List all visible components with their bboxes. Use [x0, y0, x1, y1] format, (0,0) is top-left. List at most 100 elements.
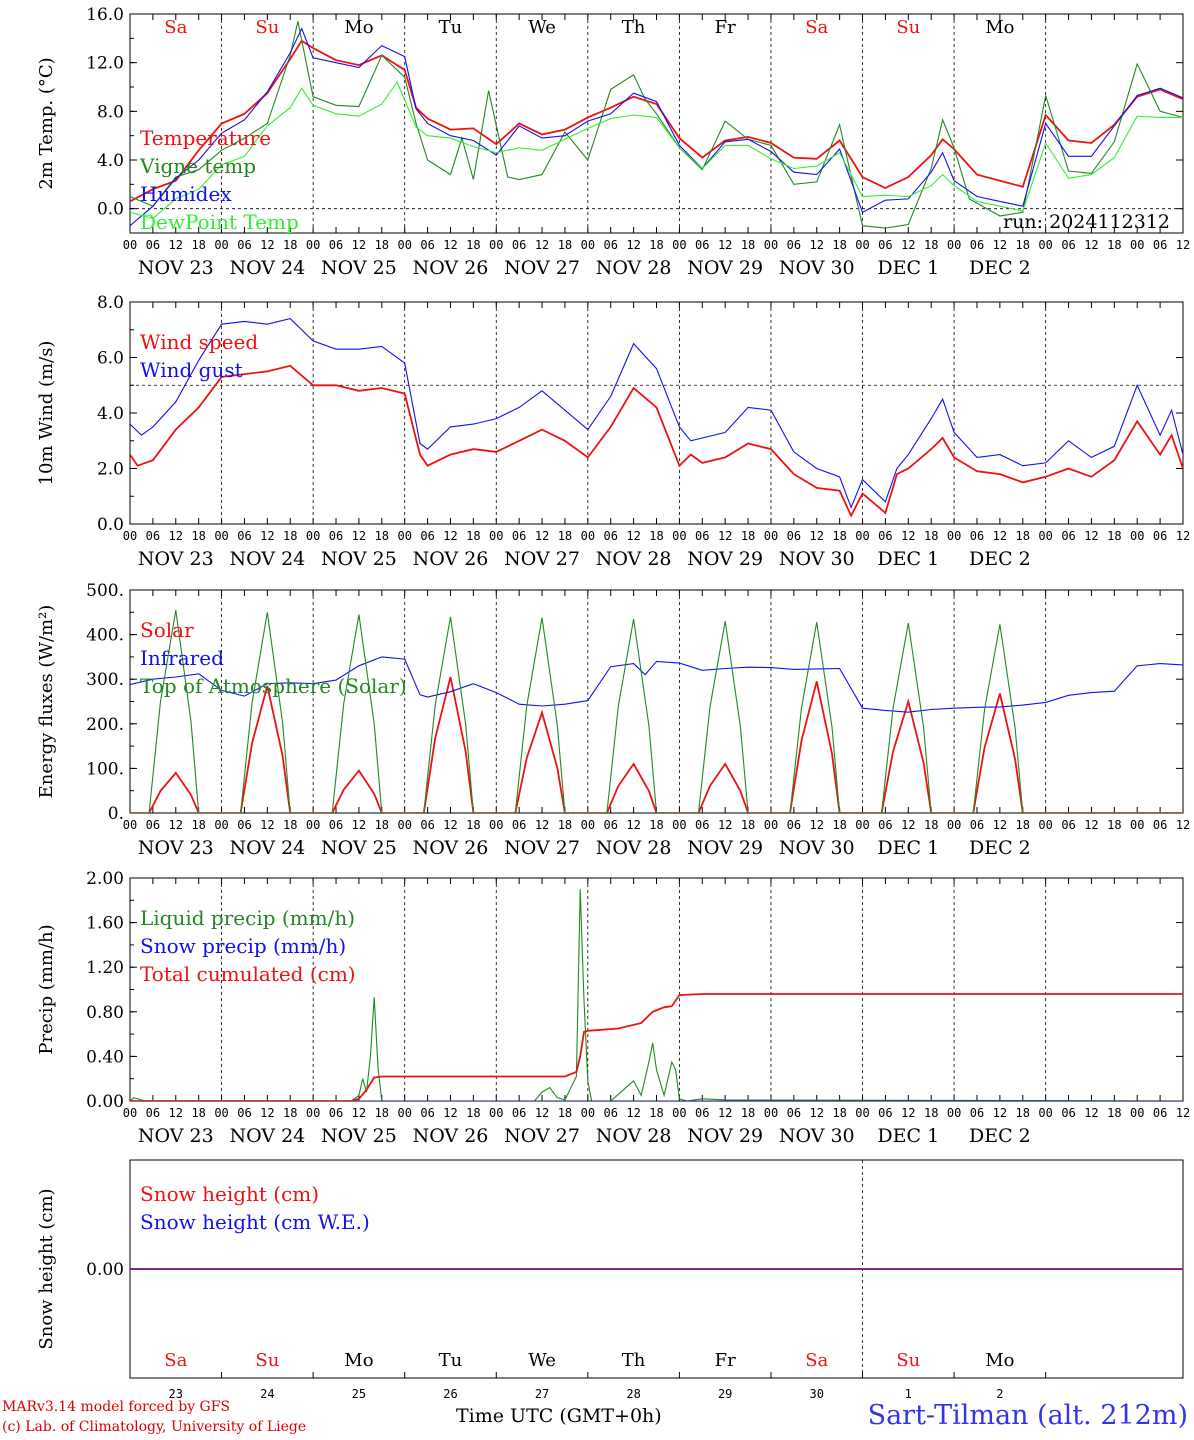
- hour-tick-label: 12: [1176, 818, 1190, 832]
- series-line-vigne-temp: [130, 21, 1183, 229]
- weekday-label: Th: [622, 1350, 646, 1371]
- hour-tick-label: 12: [810, 238, 824, 252]
- date-label: DEC 1: [877, 257, 939, 279]
- hour-tick-label: 06: [1061, 818, 1075, 832]
- hour-tick-label: 18: [832, 529, 846, 543]
- legend-entry: Wind gust: [140, 358, 243, 382]
- hour-tick-label: 00: [947, 818, 961, 832]
- hour-tick-label: 12: [1084, 238, 1098, 252]
- y-tick-label: 1.60: [86, 914, 124, 934]
- hour-tick-label: 18: [924, 529, 938, 543]
- hour-tick-label: 06: [1061, 529, 1075, 543]
- y-tick-label: 6.0: [97, 349, 124, 369]
- legend-entry: Solar: [140, 618, 194, 642]
- weekday-label: Th: [622, 17, 646, 38]
- station-name: Sart-Tilman (alt. 212m): [867, 1400, 1188, 1431]
- series-line-dewpoint-temp: [130, 80, 1183, 220]
- hour-tick-label: 18: [558, 529, 572, 543]
- date-label: NOV 25: [321, 548, 397, 570]
- y-axis-label: Precip (mm/h): [36, 924, 57, 1054]
- hour-tick-label: 06: [970, 1106, 984, 1120]
- hour-tick-label: 06: [237, 1106, 251, 1120]
- hour-tick-label: 18: [741, 529, 755, 543]
- hour-tick-label: 18: [1107, 529, 1121, 543]
- hour-tick-label: 06: [1153, 1106, 1167, 1120]
- hour-tick-label: 00: [855, 238, 869, 252]
- hour-tick-label: 18: [649, 818, 663, 832]
- date-label: NOV 26: [413, 1125, 489, 1147]
- date-label: NOV 28: [596, 257, 672, 279]
- y-tick-label: 0.00: [86, 1092, 124, 1112]
- y-tick-label: 8.0: [97, 102, 124, 122]
- hour-tick-label: 00: [489, 529, 503, 543]
- hour-tick-label: 00: [306, 818, 320, 832]
- hour-tick-label: 06: [512, 1106, 526, 1120]
- y-tick-label: 2.00: [86, 869, 124, 889]
- hour-tick-label: 00: [397, 818, 411, 832]
- hour-tick-label: 12: [1084, 529, 1098, 543]
- y-tick-label: 0.0: [97, 200, 124, 220]
- legend-entry: Liquid precip (mm/h): [140, 906, 355, 930]
- hour-tick-label: 00: [123, 818, 137, 832]
- y-tick-label: 16.0: [86, 5, 124, 25]
- hour-tick-label: 06: [970, 818, 984, 832]
- hour-tick-label: 18: [375, 238, 389, 252]
- hour-tick-label: 00: [855, 818, 869, 832]
- weekday-label: Su: [896, 17, 920, 38]
- y-tick-label: 100.: [86, 759, 124, 779]
- date-label: NOV 25: [321, 837, 397, 859]
- weekday-label: Su: [896, 1350, 920, 1371]
- hour-tick-label: 12: [1176, 1106, 1190, 1120]
- time-axis-label: Time UTC (GMT+0h): [456, 1405, 662, 1427]
- hour-tick-label: 00: [1130, 238, 1144, 252]
- weekday-label: Su: [255, 17, 279, 38]
- hour-tick-label: 12: [626, 818, 640, 832]
- legend-entry: Temperature: [140, 126, 271, 150]
- hour-tick-label: 12: [169, 238, 183, 252]
- hour-tick-label: 18: [191, 529, 205, 543]
- panel-snow: Sa 23 Su 24 Mo 25 Tu 26 We 27 Th 28 Fr 29 Sa 30 Su 1 Mo 2 0.…: [36, 1159, 1184, 1401]
- hour-tick-label: 18: [649, 529, 663, 543]
- date-label: NOV 23: [138, 257, 214, 279]
- hour-tick-label: 18: [466, 1106, 480, 1120]
- hour-tick-label: 18: [1107, 238, 1121, 252]
- y-tick-label: 12.0: [86, 54, 124, 74]
- date-label: NOV 23: [138, 548, 214, 570]
- hour-tick-label: 12: [169, 1106, 183, 1120]
- hour-tick-label: 00: [672, 818, 686, 832]
- hour-tick-label: 00: [1130, 818, 1144, 832]
- weekday-label: Mo: [344, 17, 373, 38]
- hour-tick-label: 00: [214, 529, 228, 543]
- hour-tick-label: 18: [191, 238, 205, 252]
- hour-tick-label: 06: [695, 529, 709, 543]
- series-line-infrared: [130, 656, 1183, 713]
- hour-tick-label: 00: [764, 238, 778, 252]
- hour-tick-label: 00: [1130, 1106, 1144, 1120]
- hour-tick-label: 00: [947, 238, 961, 252]
- hour-tick-label: 00: [214, 238, 228, 252]
- hour-tick-label: 12: [810, 529, 824, 543]
- hour-tick-label: 12: [626, 529, 640, 543]
- weekday-label: Mo: [985, 1350, 1014, 1371]
- legend-entry: Snow height (cm): [140, 1182, 319, 1206]
- hour-tick-label: 00: [489, 818, 503, 832]
- hour-tick-label: 06: [787, 529, 801, 543]
- hour-tick-label: 06: [787, 1106, 801, 1120]
- hour-tick-label: 12: [1084, 818, 1098, 832]
- hour-tick-label: 06: [329, 529, 343, 543]
- hour-tick-label: 12: [718, 238, 732, 252]
- hour-tick-label: 18: [1107, 818, 1121, 832]
- y-tick-label: 400.: [86, 626, 124, 646]
- hour-tick-label: 18: [558, 1106, 572, 1120]
- legend-entry: Top of Atmosphere (Solar): [140, 674, 407, 698]
- y-tick-label: 0.40: [86, 1047, 124, 1067]
- y-axis-label: 10m Wind (m/s): [36, 341, 57, 486]
- hour-tick-label: 06: [603, 818, 617, 832]
- legend-entry: Wind speed: [140, 330, 258, 354]
- hour-tick-label: 00: [214, 818, 228, 832]
- hour-tick-label: 06: [329, 1106, 343, 1120]
- day-number: 29: [718, 1387, 732, 1401]
- run-label: run: 2024112312: [1003, 211, 1170, 233]
- hour-tick-label: 06: [695, 818, 709, 832]
- legend-entry: Snow height (cm W.E.): [140, 1210, 370, 1234]
